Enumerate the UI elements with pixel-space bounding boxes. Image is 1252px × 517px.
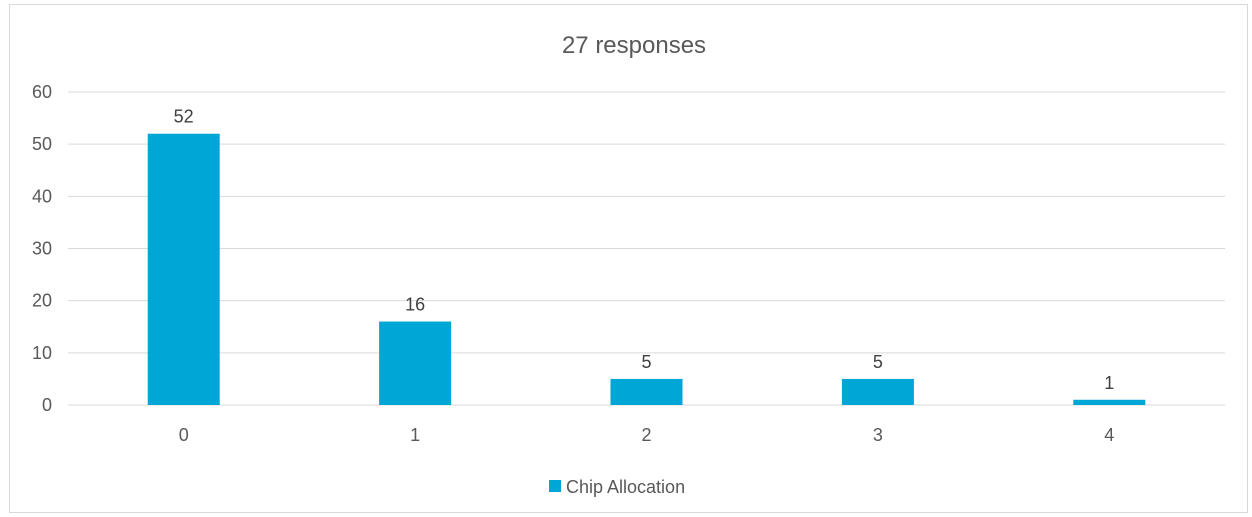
- legend-swatch: [549, 480, 561, 492]
- x-tick-label-4: 4: [1104, 425, 1114, 445]
- data-labels: 52 16 5 5 1: [174, 107, 1115, 393]
- x-tick-label-2: 2: [641, 425, 651, 445]
- bar-4: [1073, 399, 1146, 405]
- bars: [147, 133, 1146, 405]
- x-tick-label-1: 1: [410, 425, 420, 445]
- x-axis-tick-labels: 0 1 2 3 4: [179, 425, 1115, 445]
- y-tick-label: 0: [42, 395, 52, 415]
- data-label-4: 1: [1104, 373, 1114, 393]
- data-label-1: 16: [405, 295, 425, 315]
- y-tick-label: 20: [32, 291, 52, 311]
- bar-0: [147, 133, 220, 405]
- legend-label-chip-allocation: Chip Allocation: [566, 477, 685, 497]
- data-label-0: 52: [174, 107, 194, 127]
- y-tick-label: 60: [32, 82, 52, 102]
- y-axis-tick-labels: 0 10 20 30 40 50 60: [32, 82, 52, 415]
- chart-title: 27 responses: [562, 32, 706, 59]
- data-label-3: 5: [873, 352, 883, 372]
- x-tick-label-0: 0: [179, 425, 189, 445]
- legend: Chip Allocation: [549, 477, 685, 497]
- bar-3: [841, 378, 914, 405]
- y-tick-label: 30: [32, 239, 52, 259]
- bar-1: [379, 321, 452, 405]
- bar-2: [610, 378, 683, 405]
- x-tick-label-3: 3: [873, 425, 883, 445]
- y-tick-label: 10: [32, 343, 52, 363]
- data-label-2: 5: [641, 352, 651, 372]
- y-tick-label: 40: [32, 186, 52, 206]
- y-tick-label: 50: [32, 134, 52, 154]
- gridlines: [68, 91, 1225, 406]
